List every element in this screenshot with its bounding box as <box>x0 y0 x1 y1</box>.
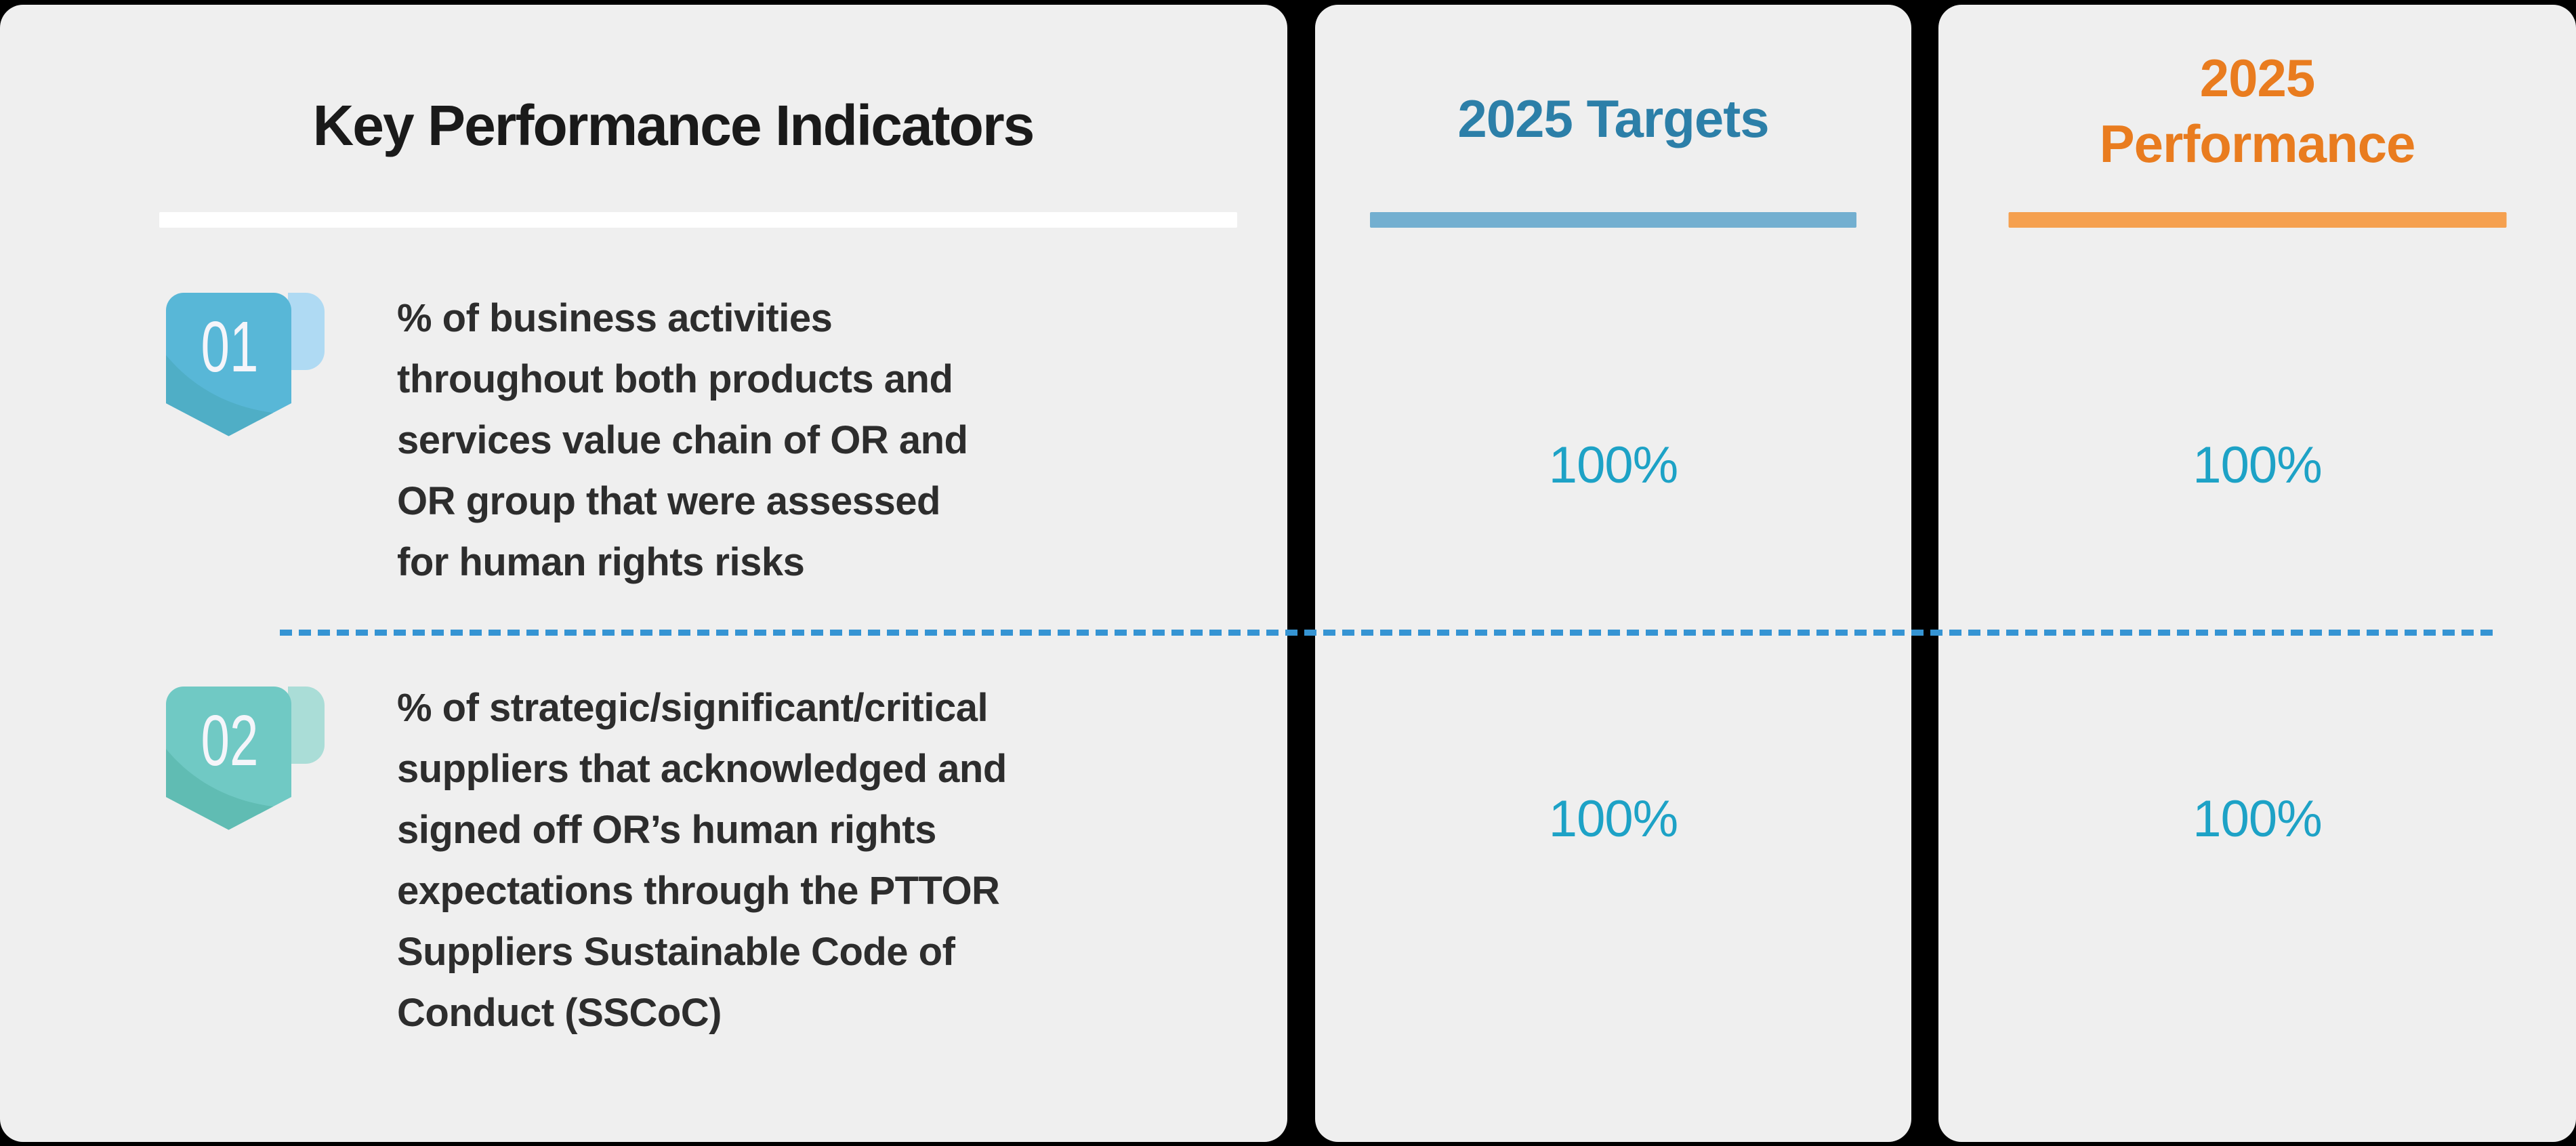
performance-column-header: 2025 Performance <box>2099 48 2416 173</box>
targets-column-header: 2025 Targets <box>1457 89 1769 148</box>
performance-column-panel: 2025 Performance 100% 100% <box>1938 5 2576 1142</box>
row-02-performance-value: 100% <box>2193 790 2322 848</box>
performance-header-underline <box>2008 212 2506 228</box>
kpi-column-panel: Key Performance Indicators 01 % of busin… <box>0 5 1287 1142</box>
kpi-header-underline <box>159 212 1237 228</box>
row-divider-dashed-line <box>280 630 2493 636</box>
ribbon-fold <box>288 687 325 764</box>
kpi-column-header: Key Performance Indicators <box>312 94 1035 157</box>
row-02-ribbon-badge: 02 <box>166 687 325 830</box>
ribbon-fold <box>288 293 325 370</box>
row-02-description: % of strategic/significant/critical supp… <box>397 686 1007 1035</box>
row-01-performance-value: 100% <box>2193 436 2322 494</box>
row-01-target-value: 100% <box>1548 436 1678 494</box>
targets-column-panel: 2025 Targets 100% 100% <box>1315 5 1911 1142</box>
row-01-ribbon-badge: 01 <box>166 293 325 436</box>
row-01-number: 01 <box>201 306 259 387</box>
targets-header-underline <box>1370 212 1856 228</box>
row-02-target-value: 100% <box>1548 790 1678 848</box>
row-02-number: 02 <box>201 700 259 781</box>
row-01-description: % of business activities throughout both… <box>397 296 968 584</box>
